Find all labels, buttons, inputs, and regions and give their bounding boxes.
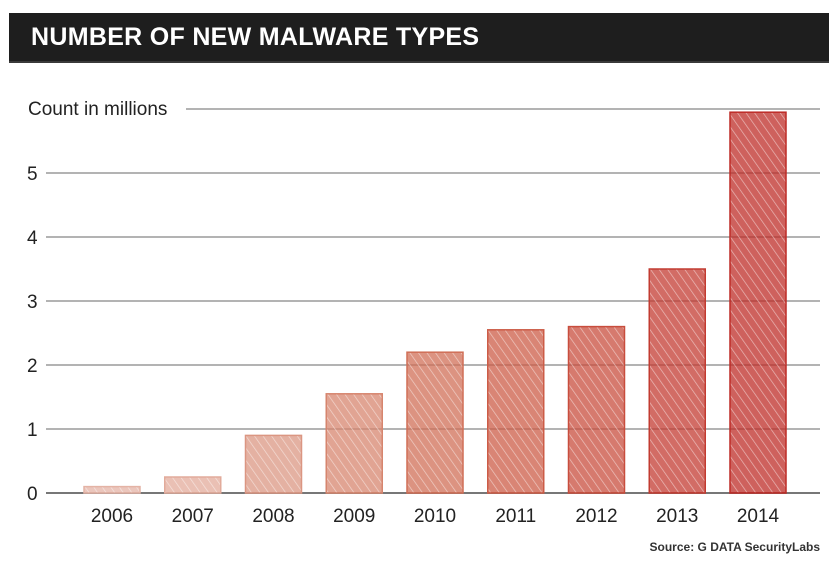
bar-2006 — [83, 485, 141, 494]
y-axis-label: Count in millions — [28, 99, 167, 120]
bar-2012 — [567, 325, 626, 494]
x-tick-label: 2014 — [737, 506, 780, 527]
x-tick-label: 2006 — [91, 506, 133, 527]
bar-2014 — [729, 111, 787, 494]
chart-title: NUMBER OF NEW MALWARE TYPES — [31, 23, 480, 51]
x-tick-label: 2008 — [252, 506, 294, 527]
x-tick-label: 2007 — [172, 506, 214, 527]
x-tick-label: 2010 — [414, 506, 456, 527]
x-tick-label: 2013 — [656, 506, 698, 527]
y-tick-label: 0 — [27, 484, 38, 505]
bar-2007 — [164, 476, 222, 494]
x-tick-label: 2011 — [495, 506, 536, 527]
y-tick-label: 5 — [27, 164, 38, 185]
y-tick-label: 1 — [27, 420, 38, 441]
bar-2013 — [648, 268, 706, 494]
y-tick-label: 3 — [27, 292, 38, 313]
x-tick-label: 2009 — [333, 506, 375, 527]
y-tick-label: 4 — [27, 228, 38, 249]
bar-2010 — [406, 351, 464, 494]
source-note: Source: G DATA SecurityLabs — [649, 540, 820, 554]
y-tick-label: 2 — [27, 356, 38, 377]
bar-2011 — [487, 329, 545, 494]
bar-2009 — [325, 393, 383, 494]
bar-2008 — [244, 434, 303, 494]
title-bar: NUMBER OF NEW MALWARE TYPES — [9, 13, 829, 63]
x-tick-label: 2012 — [575, 506, 617, 527]
